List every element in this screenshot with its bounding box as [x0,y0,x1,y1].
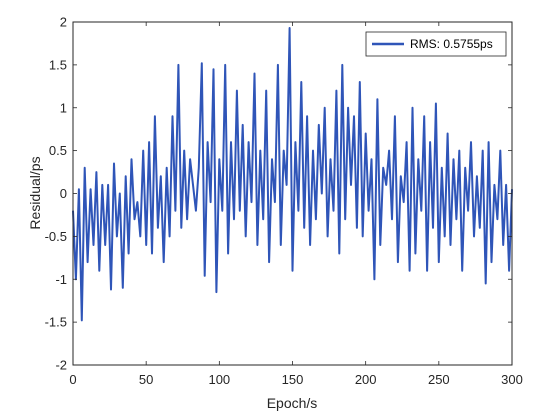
legend-label: RMS: 0.5755ps [410,37,493,51]
y-tick-label: -2 [55,358,67,373]
x-tick-label: 0 [69,372,76,387]
x-tick-label: 100 [208,372,230,387]
y-tick-label: 2 [60,15,67,30]
y-tick-label: 0.5 [49,143,67,158]
x-axis-label: Epoch/s [267,395,318,411]
y-tick-label: -0.5 [45,229,67,244]
y-tick-label: -1 [55,272,67,287]
x-tick-label: 200 [355,372,377,387]
y-tick-label: -1.5 [45,315,67,330]
x-tick-label: 300 [501,372,523,387]
x-tick-label: 50 [139,372,153,387]
x-tick-label: 250 [428,372,450,387]
legend: RMS: 0.5755ps [365,31,507,57]
ticks-layer [72,21,513,366]
tick-labels-layer: 0 50 100 150 200 250 300 -2 -1.5 -1 -0.5 0 0.5 1 1.5 2 [45,15,523,388]
y-tick-label: 1.5 [49,57,67,72]
y-tick-label: 0 [60,186,67,201]
y-tick-label: 1 [60,100,67,115]
series-line-residual [72,27,513,322]
series-layer [72,27,513,322]
y-axis-label: Residual/ps [27,156,43,229]
x-tick-label: 150 [282,372,304,387]
